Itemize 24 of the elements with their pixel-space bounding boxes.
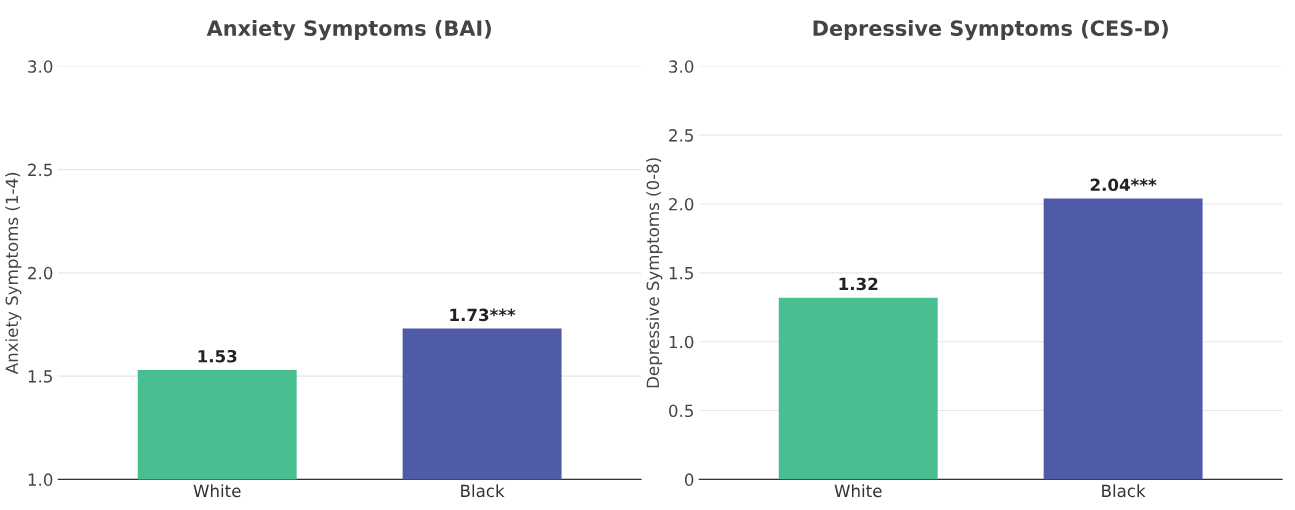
- x-tick-label: White: [193, 484, 241, 498]
- y-tick-label: 2.5: [669, 129, 693, 142]
- y-tick-label: 2.0: [669, 197, 694, 211]
- y-tick-label: 3.0: [669, 60, 694, 73]
- data-label: 2.04***: [1090, 178, 1157, 192]
- y-tick-label: 2.0: [28, 266, 53, 280]
- y-axis-title: Anxiety Symptoms (1-4): [5, 172, 22, 375]
- y-axis-title: Depressive Symptoms (0-8): [646, 158, 663, 388]
- y-tick-label: 1.5: [669, 267, 693, 280]
- x-tick-label: White: [834, 484, 882, 498]
- data-label: 1.32: [839, 277, 878, 291]
- y-tick-label: 1.0: [28, 473, 53, 486]
- x-tick-label: Black: [1102, 484, 1146, 498]
- chart-title: Anxiety Symptoms (BAI): [206, 19, 491, 41]
- y-tick-label: 3.0: [28, 60, 53, 73]
- y-tick-label: 2.5: [28, 163, 52, 177]
- x-tick-label: Black: [461, 484, 505, 498]
- y-tick-label: 1.0: [669, 335, 694, 349]
- data-label: 1.53: [198, 349, 237, 363]
- y-tick-label: 0.5: [669, 404, 693, 418]
- chart-title: Depressive Symptoms (CES-D): [813, 19, 1168, 41]
- y-tick-label: 0: [684, 473, 694, 486]
- y-tick-label: 1.5: [28, 370, 52, 383]
- data-label: 1.73***: [450, 308, 516, 322]
